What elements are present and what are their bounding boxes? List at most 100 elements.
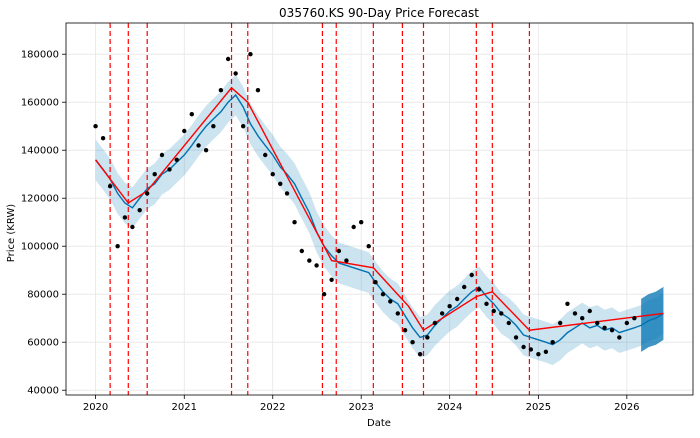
actual-point: [454, 296, 460, 302]
actual-point: [388, 299, 393, 304]
actual-point: [344, 258, 349, 263]
forecast-yhat-line: [95, 93, 664, 346]
actual-point: [203, 148, 209, 153]
actual-point: [462, 284, 467, 290]
actual-point: [263, 152, 268, 158]
actual-point: [447, 304, 452, 309]
y-tick-label: 40000: [27, 386, 59, 397]
actual-point: [476, 287, 482, 292]
actual-point: [632, 316, 637, 321]
actual-point: [93, 124, 98, 129]
actual-point: [439, 311, 445, 316]
actual-point: [270, 172, 275, 177]
grid-lines: [66, 23, 693, 395]
x-axis-label: Date: [367, 418, 391, 429]
x-tick-label: 2023: [348, 402, 373, 413]
actual-point: [284, 191, 290, 196]
actual-point: [144, 191, 150, 196]
actual-point: [292, 220, 297, 225]
y-ticks: 40000 60000 80000 100000 120000 140000 160000 1…: [21, 50, 66, 397]
actual-point: [240, 124, 246, 129]
actual-point: [373, 280, 378, 285]
x-ticks: 2020 2021 2022 2023 2024 2025 2026: [83, 395, 640, 413]
actual-point: [233, 71, 238, 76]
trend-polyline: [95, 86, 664, 332]
x-tick-label: 2026: [614, 402, 639, 413]
actual-point: [167, 167, 172, 172]
actual-point: [402, 328, 408, 333]
actual-point: [359, 220, 364, 225]
actual-point: [107, 184, 113, 189]
x-tick-label: 2022: [260, 402, 285, 413]
actual-point: [484, 301, 489, 306]
actual-point: [557, 320, 563, 326]
actual-point: [499, 311, 504, 316]
actual-point: [100, 136, 106, 141]
actual-point: [587, 308, 592, 314]
actual-point: [336, 248, 342, 254]
uncertainty-band-area: [95, 74, 664, 365]
actual-point: [159, 152, 165, 158]
actual-point: [152, 172, 157, 177]
uncertainty-band: [95, 74, 664, 365]
changepoints: [109, 23, 531, 395]
actual-point: [506, 320, 512, 326]
x-tick-label: 2024: [437, 402, 462, 413]
actual-point: [196, 143, 201, 148]
y-tick-label: 120000: [21, 194, 59, 205]
actual-point: [395, 311, 400, 316]
actual-point: [314, 263, 319, 268]
actual-point: [122, 215, 128, 220]
actual-point: [130, 224, 135, 230]
actual-point: [425, 335, 430, 340]
actual-point: [278, 181, 283, 186]
actual-point: [174, 157, 179, 162]
actual-point: [211, 124, 216, 129]
actual-point: [521, 344, 526, 350]
actual-point: [137, 208, 142, 213]
actual-point: [624, 320, 630, 326]
actual-point: [550, 340, 555, 345]
y-axis-label: Price (KRW): [6, 204, 17, 262]
actual-point: [225, 56, 231, 62]
x-tick-label: 2021: [172, 402, 197, 413]
actual-point: [248, 52, 253, 57]
actual-point: [617, 335, 622, 340]
actual-point: [410, 340, 415, 345]
actual-point: [572, 311, 578, 316]
actual-point: [329, 277, 334, 282]
x-tick-label: 2020: [83, 402, 108, 413]
actual-point: [595, 320, 600, 326]
y-tick-label: 160000: [21, 98, 59, 109]
actual-point: [469, 272, 474, 278]
actual-point: [299, 248, 305, 254]
actual-point: [513, 335, 519, 340]
actual-point: [115, 244, 120, 249]
y-tick-label: 180000: [21, 50, 59, 61]
actual-point: [380, 292, 386, 297]
actual-point: [417, 352, 423, 357]
actual-point: [218, 88, 224, 93]
actual-point: [432, 320, 438, 326]
trend-line: [95, 86, 664, 332]
y-tick-label: 80000: [27, 290, 59, 301]
actual-point: [580, 316, 585, 321]
actual-point: [602, 325, 607, 330]
actual-point: [189, 112, 194, 117]
y-tick-label: 100000: [21, 242, 59, 253]
actual-point: [351, 224, 356, 230]
actual-point: [609, 328, 615, 333]
actual-point: [307, 258, 312, 263]
actual-points: [93, 52, 637, 357]
actual-point: [491, 308, 496, 314]
actual-point: [366, 244, 371, 249]
y-tick-label: 140000: [21, 146, 59, 157]
actual-point: [321, 292, 327, 297]
actual-point: [182, 128, 187, 134]
actual-point: [543, 349, 549, 354]
forecast-line: [95, 93, 664, 346]
y-tick-label: 60000: [27, 338, 59, 349]
actual-point: [565, 301, 570, 306]
